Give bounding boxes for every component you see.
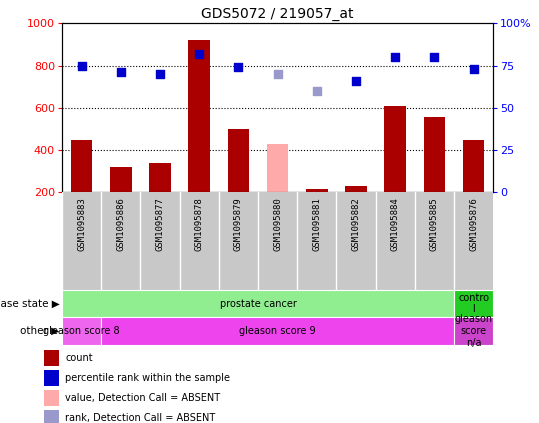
Bar bbox=[101, 317, 454, 345]
Text: other ▶: other ▶ bbox=[20, 326, 59, 336]
Text: GSM1095879: GSM1095879 bbox=[234, 197, 243, 251]
Bar bbox=[424, 117, 445, 192]
Text: GSM1095876: GSM1095876 bbox=[469, 197, 478, 251]
Text: value, Detection Call = ABSENT: value, Detection Call = ABSENT bbox=[65, 393, 220, 403]
Bar bbox=[44, 410, 59, 423]
Text: GSM1095883: GSM1095883 bbox=[77, 197, 86, 251]
Text: GSM1095880: GSM1095880 bbox=[273, 197, 282, 251]
Bar bbox=[227, 129, 249, 192]
Point bbox=[77, 62, 86, 69]
Point bbox=[391, 54, 399, 60]
Bar bbox=[44, 370, 59, 386]
Text: GSM1095884: GSM1095884 bbox=[391, 197, 400, 251]
Point bbox=[116, 69, 125, 76]
Point bbox=[351, 77, 360, 84]
Text: GSM1095885: GSM1095885 bbox=[430, 197, 439, 251]
Text: GSM1095881: GSM1095881 bbox=[312, 197, 321, 251]
Bar bbox=[44, 350, 59, 366]
Bar bbox=[149, 163, 171, 192]
Text: GSM1095878: GSM1095878 bbox=[195, 197, 204, 251]
Bar bbox=[345, 186, 367, 192]
Text: contro
l: contro l bbox=[458, 293, 489, 314]
Bar bbox=[189, 40, 210, 192]
Bar bbox=[267, 144, 288, 192]
Text: gleason
score
n/a: gleason score n/a bbox=[454, 314, 493, 348]
Point bbox=[195, 50, 204, 57]
Bar bbox=[44, 390, 59, 406]
Text: GSM1095882: GSM1095882 bbox=[351, 197, 361, 251]
Title: GDS5072 / 219057_at: GDS5072 / 219057_at bbox=[202, 7, 354, 21]
Text: gleason score 8: gleason score 8 bbox=[43, 326, 120, 336]
Text: percentile rank within the sample: percentile rank within the sample bbox=[65, 373, 230, 383]
Bar bbox=[71, 140, 92, 192]
Bar bbox=[454, 290, 493, 317]
Point bbox=[273, 71, 282, 77]
Bar bbox=[110, 167, 132, 192]
Point bbox=[156, 71, 164, 77]
Point bbox=[469, 66, 478, 72]
Text: count: count bbox=[65, 353, 93, 363]
Text: disease state ▶: disease state ▶ bbox=[0, 299, 59, 308]
Text: gleason score 9: gleason score 9 bbox=[239, 326, 316, 336]
Bar bbox=[454, 317, 493, 345]
Bar bbox=[463, 140, 485, 192]
Bar bbox=[384, 106, 406, 192]
Bar bbox=[306, 190, 328, 192]
Text: prostate cancer: prostate cancer bbox=[219, 299, 296, 308]
Bar bbox=[62, 317, 101, 345]
Point bbox=[430, 54, 439, 60]
Text: GSM1095886: GSM1095886 bbox=[116, 197, 125, 251]
Point bbox=[313, 88, 321, 94]
Point bbox=[234, 64, 243, 71]
Text: GSM1095877: GSM1095877 bbox=[155, 197, 164, 251]
Text: rank, Detection Call = ABSENT: rank, Detection Call = ABSENT bbox=[65, 413, 216, 423]
